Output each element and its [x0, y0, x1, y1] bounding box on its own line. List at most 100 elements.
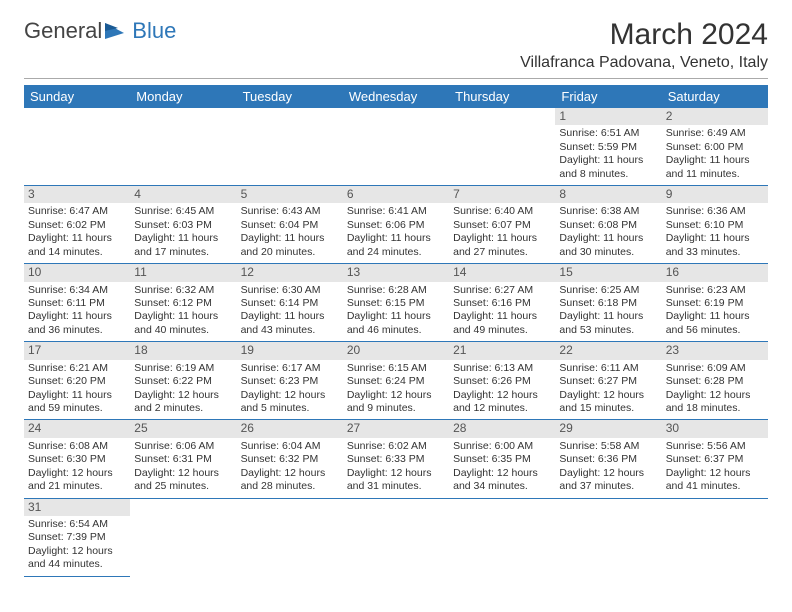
day-number: 12: [237, 264, 343, 281]
sunset: Sunset: 6:07 PM: [453, 219, 551, 232]
sunrise: Sunrise: 6:32 AM: [134, 284, 232, 297]
calendar-cell: 31Sunrise: 6:54 AMSunset: 7:39 PMDayligh…: [24, 498, 130, 576]
sunset: Sunset: 6:02 PM: [28, 219, 126, 232]
day-number: 4: [130, 186, 236, 203]
day-number: 15: [555, 264, 661, 281]
daylight: Daylight: 12 hours and 28 minutes.: [241, 467, 339, 494]
day-number: 9: [662, 186, 768, 203]
day-number: 2: [662, 108, 768, 125]
header: General Blue March 2024 Villafranca Pado…: [24, 18, 768, 72]
sunrise: Sunrise: 6:11 AM: [559, 362, 657, 375]
sunset: Sunset: 6:06 PM: [347, 219, 445, 232]
sunrise: Sunrise: 6:25 AM: [559, 284, 657, 297]
sunset: Sunset: 6:35 PM: [453, 453, 551, 466]
day-number: 24: [24, 420, 130, 437]
day-number: 27: [343, 420, 449, 437]
sunset: Sunset: 6:00 PM: [666, 141, 764, 154]
calendar-row: 1Sunrise: 6:51 AMSunset: 5:59 PMDaylight…: [24, 108, 768, 186]
daylight: Daylight: 12 hours and 15 minutes.: [559, 389, 657, 416]
sunrise: Sunrise: 6:43 AM: [241, 205, 339, 218]
sunrise: Sunrise: 6:49 AM: [666, 127, 764, 140]
daylight: Daylight: 11 hours and 24 minutes.: [347, 232, 445, 259]
calendar-cell: 26Sunrise: 6:04 AMSunset: 6:32 PMDayligh…: [237, 420, 343, 498]
daylight: Daylight: 11 hours and 43 minutes.: [241, 310, 339, 337]
day-number: 3: [24, 186, 130, 203]
sunset: Sunset: 6:27 PM: [559, 375, 657, 388]
daylight: Daylight: 12 hours and 2 minutes.: [134, 389, 232, 416]
sunrise: Sunrise: 6:13 AM: [453, 362, 551, 375]
calendar-cell: 3Sunrise: 6:47 AMSunset: 6:02 PMDaylight…: [24, 186, 130, 264]
day-number: 19: [237, 342, 343, 359]
day-number: 21: [449, 342, 555, 359]
calendar-cell: 18Sunrise: 6:19 AMSunset: 6:22 PMDayligh…: [130, 342, 236, 420]
daylight: Daylight: 12 hours and 21 minutes.: [28, 467, 126, 494]
sunset: Sunset: 6:28 PM: [666, 375, 764, 388]
daylight: Daylight: 11 hours and 46 minutes.: [347, 310, 445, 337]
sunset: Sunset: 6:20 PM: [28, 375, 126, 388]
sunset: Sunset: 6:32 PM: [241, 453, 339, 466]
daylight: Daylight: 11 hours and 33 minutes.: [666, 232, 764, 259]
day-number: 13: [343, 264, 449, 281]
daylight: Daylight: 12 hours and 34 minutes.: [453, 467, 551, 494]
day-number: 5: [237, 186, 343, 203]
sunset: Sunset: 6:26 PM: [453, 375, 551, 388]
calendar-cell: [237, 108, 343, 186]
sunrise: Sunrise: 6:47 AM: [28, 205, 126, 218]
day-number: 11: [130, 264, 236, 281]
sunset: Sunset: 6:14 PM: [241, 297, 339, 310]
logo-blue: Blue: [132, 18, 176, 44]
calendar-cell: [662, 498, 768, 576]
day-number: 17: [24, 342, 130, 359]
sunset: Sunset: 6:30 PM: [28, 453, 126, 466]
daylight: Daylight: 11 hours and 30 minutes.: [559, 232, 657, 259]
sunrise: Sunrise: 6:23 AM: [666, 284, 764, 297]
sunrise: Sunrise: 6:41 AM: [347, 205, 445, 218]
calendar-table: Sunday Monday Tuesday Wednesday Thursday…: [24, 85, 768, 577]
sunrise: Sunrise: 6:51 AM: [559, 127, 657, 140]
calendar-cell: [130, 108, 236, 186]
calendar-row: 3 Sunrise: 6:47 AMSunset: 6:02 PM Daylight…: [24, 186, 768, 264]
day-number: 1: [555, 108, 661, 125]
sunset: Sunset: 6:19 PM: [666, 297, 764, 310]
daylight: Daylight: 12 hours and 37 minutes.: [559, 467, 657, 494]
daylight: Daylight: 12 hours and 5 minutes.: [241, 389, 339, 416]
calendar-cell: 16Sunrise: 6:23 AMSunset: 6:19 PMDayligh…: [662, 264, 768, 342]
day-number: 30: [662, 420, 768, 437]
sunset: Sunset: 6:24 PM: [347, 375, 445, 388]
day-number: 8: [555, 186, 661, 203]
logo: General Blue: [24, 18, 176, 44]
sunset: Sunset: 6:10 PM: [666, 219, 764, 232]
dow-friday: Friday: [555, 85, 661, 108]
sunrise: Sunrise: 6:04 AM: [241, 440, 339, 453]
daylight: Daylight: 12 hours and 44 minutes.: [28, 545, 126, 572]
calendar-cell: 2 Sunrise: 6:49 AMSunset: 6:00 PMDaylight…: [662, 108, 768, 186]
calendar-cell: 19Sunrise: 6:17 AMSunset: 6:23 PMDayligh…: [237, 342, 343, 420]
sunset: Sunset: 6:08 PM: [559, 219, 657, 232]
daylight: Daylight: 11 hours and 17 minutes.: [134, 232, 232, 259]
calendar-cell: 20Sunrise: 6:15 AMSunset: 6:24 PMDayligh…: [343, 342, 449, 420]
calendar-cell: 27Sunrise: 6:02 AMSunset: 6:33 PMDayligh…: [343, 420, 449, 498]
flag-icon: [104, 21, 130, 41]
sunrise: Sunrise: 6:15 AM: [347, 362, 445, 375]
calendar-cell: 7Sunrise: 6:40 AMSunset: 6:07 PMDaylight…: [449, 186, 555, 264]
dow-thursday: Thursday: [449, 85, 555, 108]
location: Villafranca Padovana, Veneto, Italy: [520, 54, 768, 72]
sunset: Sunset: 6:11 PM: [28, 297, 126, 310]
calendar-cell: [449, 498, 555, 576]
calendar-cell: 25Sunrise: 6:06 AMSunset: 6:31 PMDayligh…: [130, 420, 236, 498]
calendar-cell: 12Sunrise: 6:30 AMSunset: 6:14 PMDayligh…: [237, 264, 343, 342]
calendar-cell: 11Sunrise: 6:32 AMSunset: 6:12 PMDayligh…: [130, 264, 236, 342]
day-number: 31: [24, 499, 130, 516]
calendar-body: 1Sunrise: 6:51 AMSunset: 5:59 PMDaylight…: [24, 108, 768, 576]
day-number: 6: [343, 186, 449, 203]
sunset: Sunset: 6:16 PM: [453, 297, 551, 310]
daylight: Daylight: 12 hours and 9 minutes.: [347, 389, 445, 416]
calendar-cell: 5Sunrise: 6:43 AMSunset: 6:04 PMDaylight…: [237, 186, 343, 264]
day-number: 10: [24, 264, 130, 281]
sunrise: Sunrise: 6:02 AM: [347, 440, 445, 453]
day-number: 23: [662, 342, 768, 359]
day-number: 28: [449, 420, 555, 437]
calendar-cell: 17Sunrise: 6:21 AMSunset: 6:20 PMDayligh…: [24, 342, 130, 420]
daylight: Daylight: 11 hours and 11 minutes.: [666, 154, 764, 181]
calendar-cell: 15Sunrise: 6:25 AMSunset: 6:18 PMDayligh…: [555, 264, 661, 342]
